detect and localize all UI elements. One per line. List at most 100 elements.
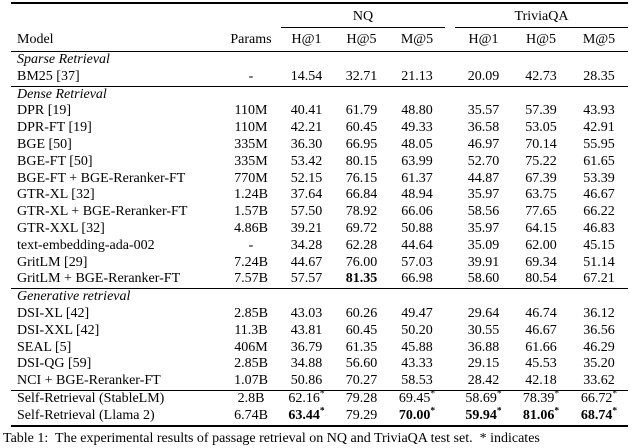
value-cell: 51.14 xyxy=(583,254,615,270)
section-title-row: Dense Retrieval xyxy=(11,87,628,104)
value-cell: 67.39 xyxy=(525,170,557,186)
value-cell: 53.42 xyxy=(290,153,323,169)
params-cell: 11.3B xyxy=(234,322,268,338)
value-cell: 33.62 xyxy=(583,373,615,389)
value-cell: 66.06 xyxy=(401,204,433,220)
params-cell: 7.24B xyxy=(234,254,268,270)
value-cell: 63.44* xyxy=(279,406,334,425)
value-cell: 59.94* xyxy=(455,406,512,425)
value-cell: 57.03 xyxy=(401,254,433,270)
value-cell: 36.12 xyxy=(583,305,615,321)
table-row: BGE-FT + BGE-Reranker-FT 770M 52.15 76.15 61… xyxy=(11,171,628,188)
value-cell: 62.28 xyxy=(345,237,378,253)
value-cell: 78.92 xyxy=(345,204,378,220)
value-cell: 37.64 xyxy=(290,187,323,203)
params-cell: 406M xyxy=(234,339,268,355)
model-cell: SEAL [5] xyxy=(17,339,72,355)
value-cell: 36.30 xyxy=(290,136,323,152)
value-cell: 50.88 xyxy=(401,220,433,236)
value-cell: 30.55 xyxy=(467,322,500,338)
table-row: DPR-FT [19] 110M 42.21 60.45 49.33 36.58 53.05… xyxy=(11,120,628,137)
significance-star: * xyxy=(319,389,325,400)
value-cell: 29.64 xyxy=(467,305,500,321)
model-cell: Self-Retrieval (StableLM) xyxy=(17,390,165,406)
model-cell: DSI-XXL [42] xyxy=(17,322,100,338)
params-cell: 2.85B xyxy=(234,305,268,321)
value-cell: 62.16* xyxy=(279,389,334,408)
value-cell: 35.09 xyxy=(467,237,500,253)
header-model: Model xyxy=(17,31,54,47)
group-header-spacer xyxy=(11,4,279,28)
value-cell: 46.29 xyxy=(583,339,615,355)
params-cell: 770M xyxy=(234,170,268,186)
value-cell: 46.67 xyxy=(525,322,557,338)
value-text: 58.69 xyxy=(465,390,497,406)
value-cell: 28.35 xyxy=(583,68,615,84)
value-cell: 44.87 xyxy=(467,170,500,186)
significance-star: * xyxy=(430,389,436,400)
value-text: 70.00 xyxy=(398,407,431,423)
value-cell: 55.95 xyxy=(583,136,615,152)
value-cell: 81.35 xyxy=(334,271,389,288)
value-cell: 70.00* xyxy=(389,406,445,425)
group-gap xyxy=(445,4,455,28)
value-cell: 67.21 xyxy=(583,271,615,287)
value-cell: 61.65 xyxy=(583,153,615,169)
value-cell: 57.50 xyxy=(290,204,323,220)
model-cell: GTR-XXL [32] xyxy=(17,220,105,236)
params-cell: - xyxy=(248,68,254,84)
value-cell: 39.21 xyxy=(290,220,323,236)
col-group-triviaqa: TriviaQA xyxy=(455,4,628,28)
model-cell: BGE [50] xyxy=(17,136,72,152)
value-cell: 46.74 xyxy=(525,305,557,321)
model-cell: DPR [19] xyxy=(17,103,72,119)
table-row: Self-Retrieval (StableLM) 2.8B 62.16* 79.28… xyxy=(11,389,628,408)
value-cell: 63.99 xyxy=(401,153,433,169)
value-cell: 45.88 xyxy=(401,339,433,355)
params-cell: 335M xyxy=(234,136,268,152)
model-cell: GritLM + BGE-Reranker-FT xyxy=(17,271,181,287)
table-body: Sparse Retrieval BM25 [37] - 14.54 32.71 21.1… xyxy=(11,52,628,425)
value-cell: 43.93 xyxy=(583,103,615,119)
value-cell: 42.73 xyxy=(525,68,557,84)
value-cell: 46.97 xyxy=(467,136,500,152)
value-cell: 42.21 xyxy=(290,120,323,136)
table-caption: Table 1: The experimental results of pas… xyxy=(3,431,540,446)
col-group-nq: NQ xyxy=(281,4,445,28)
value-cell: 69.45* xyxy=(389,389,445,408)
table-section: Dense Retrieval DPR [19] 110M 40.41 61.79 48.… xyxy=(11,85,628,289)
value-cell: 35.97 xyxy=(467,220,500,236)
value-cell: 80.15 xyxy=(345,153,378,169)
value-cell: 81.06* xyxy=(512,406,570,425)
table-row: text-embedding-ada-002 - 34.28 62.28 44.64 35… xyxy=(11,238,628,255)
params-cell: 7.57B xyxy=(234,271,268,287)
value-cell: 44.67 xyxy=(290,254,323,270)
value-text: 78.39 xyxy=(522,390,555,406)
value-cell: 40.41 xyxy=(290,103,323,119)
value-cell: 36.79 xyxy=(290,339,323,355)
model-cell: Self-Retrieval (Llama 2) xyxy=(17,407,155,423)
value-cell: 53.05 xyxy=(525,120,557,136)
value-cell: 61.79 xyxy=(345,103,378,119)
table-bottom-rule xyxy=(11,424,628,427)
value-cell: 62.00 xyxy=(525,237,557,253)
value-cell: 66.22 xyxy=(583,204,615,220)
model-cell: GritLM [29] xyxy=(17,254,88,270)
value-cell: 48.80 xyxy=(401,103,433,119)
value-cell: 39.91 xyxy=(467,254,500,270)
value-text: 68.74 xyxy=(580,407,613,423)
table-row: SEAL [5] 406M 36.79 61.35 45.88 36.88 61.66 46.… xyxy=(11,340,628,357)
value-cell: 70.14 xyxy=(525,136,557,152)
params-cell: 4.86B xyxy=(234,220,268,236)
model-cell: NCI + BGE-Reranker-FT xyxy=(17,373,161,389)
value-cell: 34.88 xyxy=(290,356,323,372)
header-nq-h1: H@1 xyxy=(291,31,322,47)
value-text: 66.72 xyxy=(580,390,613,406)
value-cell: 75.22 xyxy=(525,153,557,169)
table-section: Self-Retrieval (StableLM) 2.8B 62.16* 79.28… xyxy=(11,390,628,425)
value-cell: 35.97 xyxy=(467,187,500,203)
value-cell: 66.95 xyxy=(345,136,378,152)
table-row: Self-Retrieval (Llama 2) 6.74B 63.44* 79.29… xyxy=(11,406,628,425)
params-cell: 1.24B xyxy=(234,187,268,203)
value-cell: 45.15 xyxy=(583,237,615,253)
